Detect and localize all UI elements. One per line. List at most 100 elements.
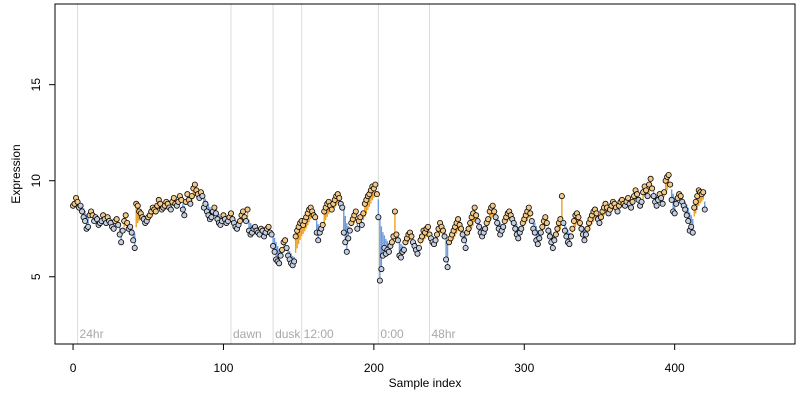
data-point-286 [500,223,507,230]
data-point-296 [515,235,522,242]
data-point-371 [628,204,635,211]
y-axis-title: Expression [9,144,23,203]
marker-label-0: 24hr [80,327,104,341]
data-point-298 [518,225,525,232]
data-point-94 [211,204,218,211]
data-point-241 [432,237,439,244]
data-point-182 [343,248,350,255]
data-point-115 [243,218,250,225]
data-point-29 [113,216,120,223]
data-point-134 [271,248,278,255]
data-point-30 [115,221,122,228]
data-point-32 [118,239,125,246]
data-point-86 [199,193,206,200]
data-point-202 [373,191,380,198]
data-point-189 [354,225,361,232]
data-point-215 [393,231,400,238]
data-point-184 [346,227,353,234]
data-point-316 [545,227,552,234]
x-tick-label-1: 100 [213,361,233,375]
data-point-414 [692,198,699,205]
data-points [70,171,708,284]
data-point-81 [191,181,198,188]
data-point-303 [525,204,532,211]
data-point-163 [315,237,322,244]
data-point-27 [110,225,117,232]
data-point-179 [339,204,346,211]
data-point-230 [415,244,422,251]
data-point-148 [292,233,299,240]
data-point-333 [570,218,577,225]
data-point-116 [244,206,251,213]
data-point-142 [283,244,290,251]
data-point-383 [646,181,653,188]
data-point-269 [474,218,481,225]
data-point-409 [685,218,692,225]
data-point-264 [467,219,474,226]
data-point-225 [408,233,415,240]
data-point-73 [179,206,186,213]
data-point-147 [291,258,298,265]
data-point-55 [152,208,159,215]
data-point-138 [277,252,284,259]
data-point-293 [510,219,517,226]
data-point-281 [492,214,499,221]
data-point-205 [378,266,385,273]
data-point-236 [425,223,432,230]
y-axis: 5 10 15 [29,78,55,280]
data-point-325 [558,193,565,200]
data-point-378 [638,198,645,205]
data-point-220 [400,246,407,253]
data-point-391 [658,195,665,202]
data-point-261 [462,244,469,251]
data-point-210 [385,248,392,255]
data-point-204 [376,277,383,284]
data-point-307 [531,229,538,236]
data-point-330 [566,241,573,248]
data-point-3 [74,198,81,205]
data-point-369 [625,195,632,202]
data-point-392 [659,200,666,207]
data-point-201 [372,181,379,188]
data-point-192 [358,221,365,228]
data-point-407 [682,206,689,213]
plot-frame [54,3,796,345]
data-point-74 [181,212,188,219]
data-point-31 [116,231,123,238]
data-point-282 [494,219,501,226]
data-point-312 [539,223,546,230]
data-point-274 [482,225,489,232]
y-tick-label-2: 15 [29,78,43,92]
data-point-212 [388,239,395,246]
data-point-386 [650,193,657,200]
data-point-327 [561,227,568,234]
data-point-172 [328,206,335,213]
data-point-319 [549,244,556,251]
data-point-35 [122,212,129,219]
data-point-249 [444,264,451,271]
data-point-393 [661,189,668,196]
data-point-411 [688,223,695,230]
data-point-130 [265,223,272,230]
marker-label-3: 12:00 [304,327,334,341]
data-point-218 [397,254,404,261]
data-point-141 [282,237,289,244]
data-point-268 [473,212,480,219]
data-point-413 [691,204,698,211]
data-point-340 [581,237,588,244]
data-point-188 [352,208,359,215]
data-point-5 [77,202,84,209]
data-point-419 [700,189,707,196]
data-point-375 [634,191,641,198]
data-point-397 [667,181,674,188]
data-point-384 [647,175,654,182]
data-point-398 [668,196,675,203]
data-point-315 [543,219,550,226]
data-point-232 [418,233,425,240]
x-tick-label-2: 200 [364,361,384,375]
data-point-41 [131,244,138,251]
marker-label-2: dusk [275,327,301,341]
data-point-332 [569,225,576,232]
data-point-166 [319,221,326,228]
data-point-193 [360,210,367,217]
